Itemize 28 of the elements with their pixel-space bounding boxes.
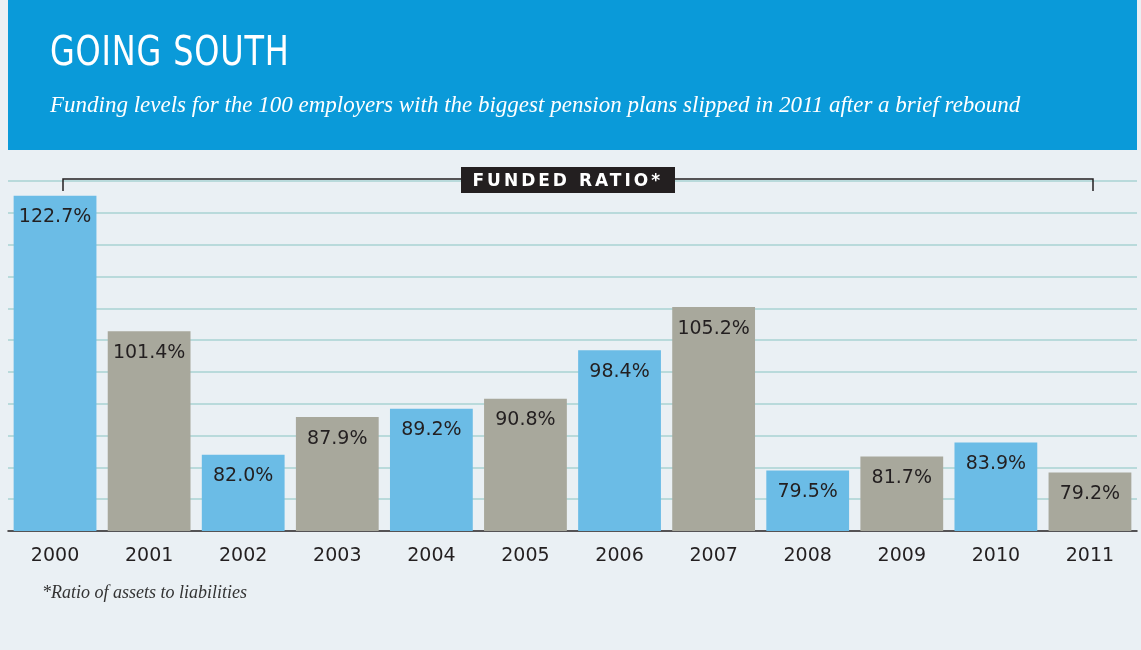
x-tick-label: 2010 — [971, 542, 1021, 565]
x-tick-label: 2004 — [407, 542, 456, 565]
data-label: 79.5% — [777, 479, 838, 502]
text: *Ratio of assets to liabilities — [42, 582, 248, 603]
data-label: 98.4% — [589, 358, 650, 381]
data-label: 82.0% — [213, 463, 274, 486]
data-label: 89.2% — [401, 417, 462, 440]
data-label: 83.9% — [965, 451, 1027, 474]
x-tick-label: 2005 — [501, 542, 550, 565]
x-tick-label: 2002 — [219, 542, 268, 565]
annotation: FUNDED RATIO* — [460, 167, 676, 193]
data-label: 122.7% — [18, 204, 92, 227]
x-tick-label: 2009 — [877, 542, 926, 565]
data-label: 101.4% — [112, 339, 186, 362]
x-tick-label: 2001 — [124, 542, 174, 565]
x-tick-label: 2007 — [689, 542, 738, 565]
x-tick-label: 2003 — [313, 542, 362, 565]
x-tick-label: 2011 — [1065, 542, 1115, 565]
data-label: 90.8% — [495, 407, 556, 430]
data-label: 81.7% — [871, 465, 932, 488]
data-label: 87.9% — [307, 425, 368, 448]
x-tick-label: 2006 — [595, 542, 644, 565]
data-label: 79.2% — [1059, 480, 1121, 503]
data-label: 105.2% — [677, 315, 750, 338]
chart-title: GOING SOUTH — [50, 28, 290, 74]
chart-subtitle: Funding levels for the 100 employers with the biggest pension plans slipped in 2011 after a brief rebound — [50, 92, 1021, 118]
x-tick-label: 2000 — [30, 542, 80, 565]
x-tick-label: 2008 — [783, 542, 832, 565]
